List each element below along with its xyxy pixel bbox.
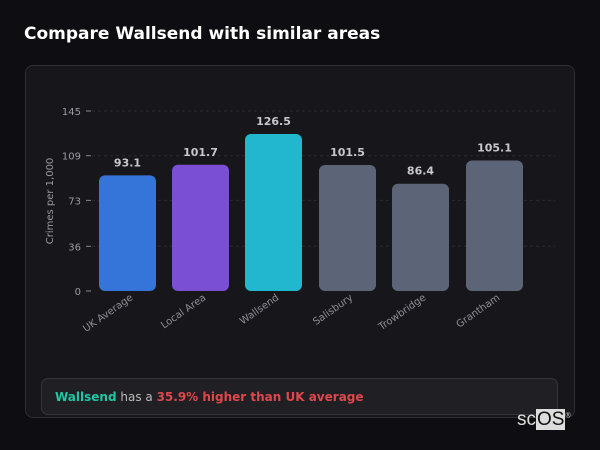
summary-box: Wallsend has a 35.9% higher than UK aver… bbox=[41, 378, 558, 415]
bar-wallsend bbox=[245, 133, 302, 291]
bar-grantham bbox=[466, 160, 523, 291]
y-tick-label: 109 bbox=[62, 152, 81, 163]
bar-local-area bbox=[172, 164, 229, 291]
scos-logo: scOS® bbox=[517, 409, 571, 430]
y-tick-label: 73 bbox=[68, 196, 81, 207]
bar-salisbury bbox=[319, 165, 376, 291]
page-title: Compare Wallsend with similar areas bbox=[24, 24, 381, 44]
x-tick-label: Grantham bbox=[455, 292, 503, 330]
summary-comparison: 35.9% higher than UK average bbox=[156, 390, 364, 404]
data-label: 105.1 bbox=[477, 142, 512, 155]
x-tick-label: Salisbury bbox=[311, 292, 355, 327]
y-axis-label: Crimes per 1,000 bbox=[45, 158, 56, 245]
data-label: 93.1 bbox=[114, 156, 141, 169]
data-label: 86.4 bbox=[407, 165, 434, 178]
y-tick-label: 0 bbox=[75, 287, 81, 298]
y-tick-label: 36 bbox=[68, 242, 81, 253]
data-label: 126.5 bbox=[256, 115, 291, 128]
y-tick-label: 145 bbox=[62, 107, 81, 118]
data-label: 101.5 bbox=[330, 146, 365, 159]
bar-trowbridge bbox=[392, 183, 449, 291]
x-tick-label: Local Area bbox=[159, 292, 208, 331]
x-tick-label: UK Average bbox=[81, 292, 135, 334]
bar-uk-average bbox=[99, 175, 156, 291]
x-tick-label: Trowbridge bbox=[376, 292, 428, 333]
data-label: 101.7 bbox=[183, 146, 218, 159]
summary-area: Wallsend bbox=[55, 390, 117, 404]
summary-connector: has a bbox=[116, 390, 157, 404]
x-tick-label: Wallsend bbox=[238, 292, 281, 327]
